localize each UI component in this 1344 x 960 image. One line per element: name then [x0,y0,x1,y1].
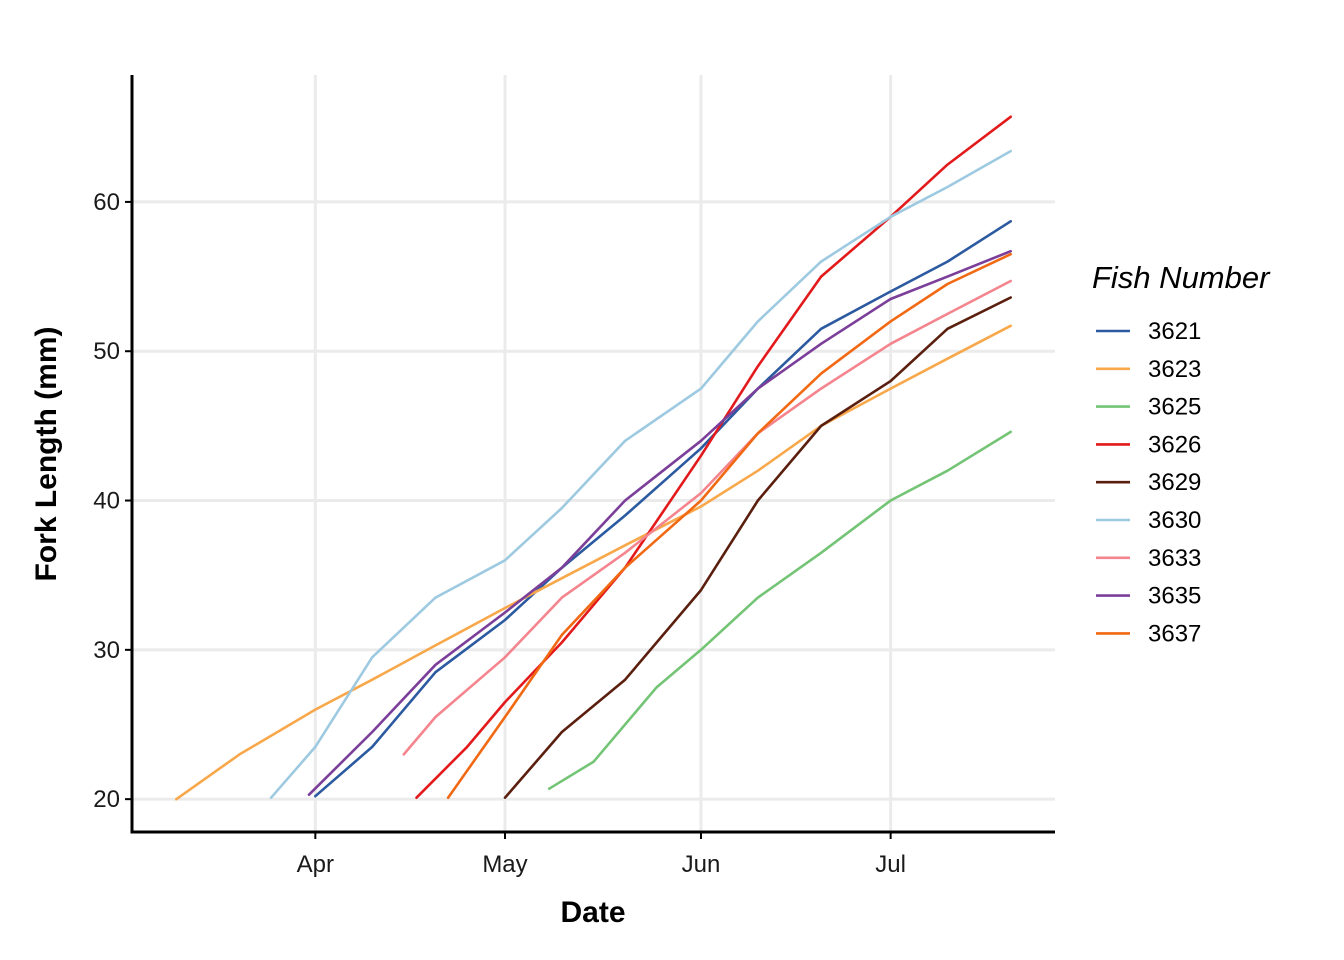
series-line-3629 [503,296,1013,800]
legend-label-3626: 3626 [1148,431,1201,458]
legend-label-3623: 3623 [1148,356,1201,383]
x-tick-label: Jun [682,851,721,878]
series-lines [175,115,1013,801]
y-axis-title: Fork Length (mm) [30,327,63,582]
series-line-3630 [269,149,1013,800]
y-tick-label: 30 [93,637,120,664]
legend: Fish Number 3621 3623 3625 3626 3629 3630 3633… [1092,260,1271,647]
legend-label-3629: 3629 [1148,469,1201,496]
x-tick-label: Jul [875,851,906,878]
axes [130,75,1055,834]
y-tick-label: 60 [93,189,120,216]
x-tick-label: May [482,851,527,878]
legend-label-3635: 3635 [1148,583,1201,610]
legend-label-3625: 3625 [1148,394,1201,421]
y-tick-label: 50 [93,338,120,365]
x-axis-ticks: Apr May Jun Jul [297,832,906,878]
gridlines [132,75,1055,832]
series-line-3625 [547,430,1013,791]
legend-title: Fish Number [1092,260,1271,295]
series-line-3637 [446,252,1013,800]
series-line-3621 [313,220,1013,798]
legend-label-3630: 3630 [1148,507,1201,534]
y-tick-label: 20 [93,786,120,813]
y-tick-label: 40 [93,488,120,515]
series-line-3623 [175,324,1013,801]
series-line-3635 [307,249,1013,797]
legend-items: 3621 3623 3625 3626 3629 3630 3633 3635 3637 [1096,318,1201,647]
series-line-3626 [415,115,1013,800]
series-line-3633 [402,279,1013,756]
x-tick-label: Apr [297,851,334,878]
x-axis-title: Date [560,896,625,929]
y-axis-ticks: 20 30 40 50 60 [93,189,132,813]
legend-label-3621: 3621 [1148,318,1201,345]
legend-label-3637: 3637 [1148,620,1201,647]
legend-label-3633: 3633 [1148,545,1201,572]
